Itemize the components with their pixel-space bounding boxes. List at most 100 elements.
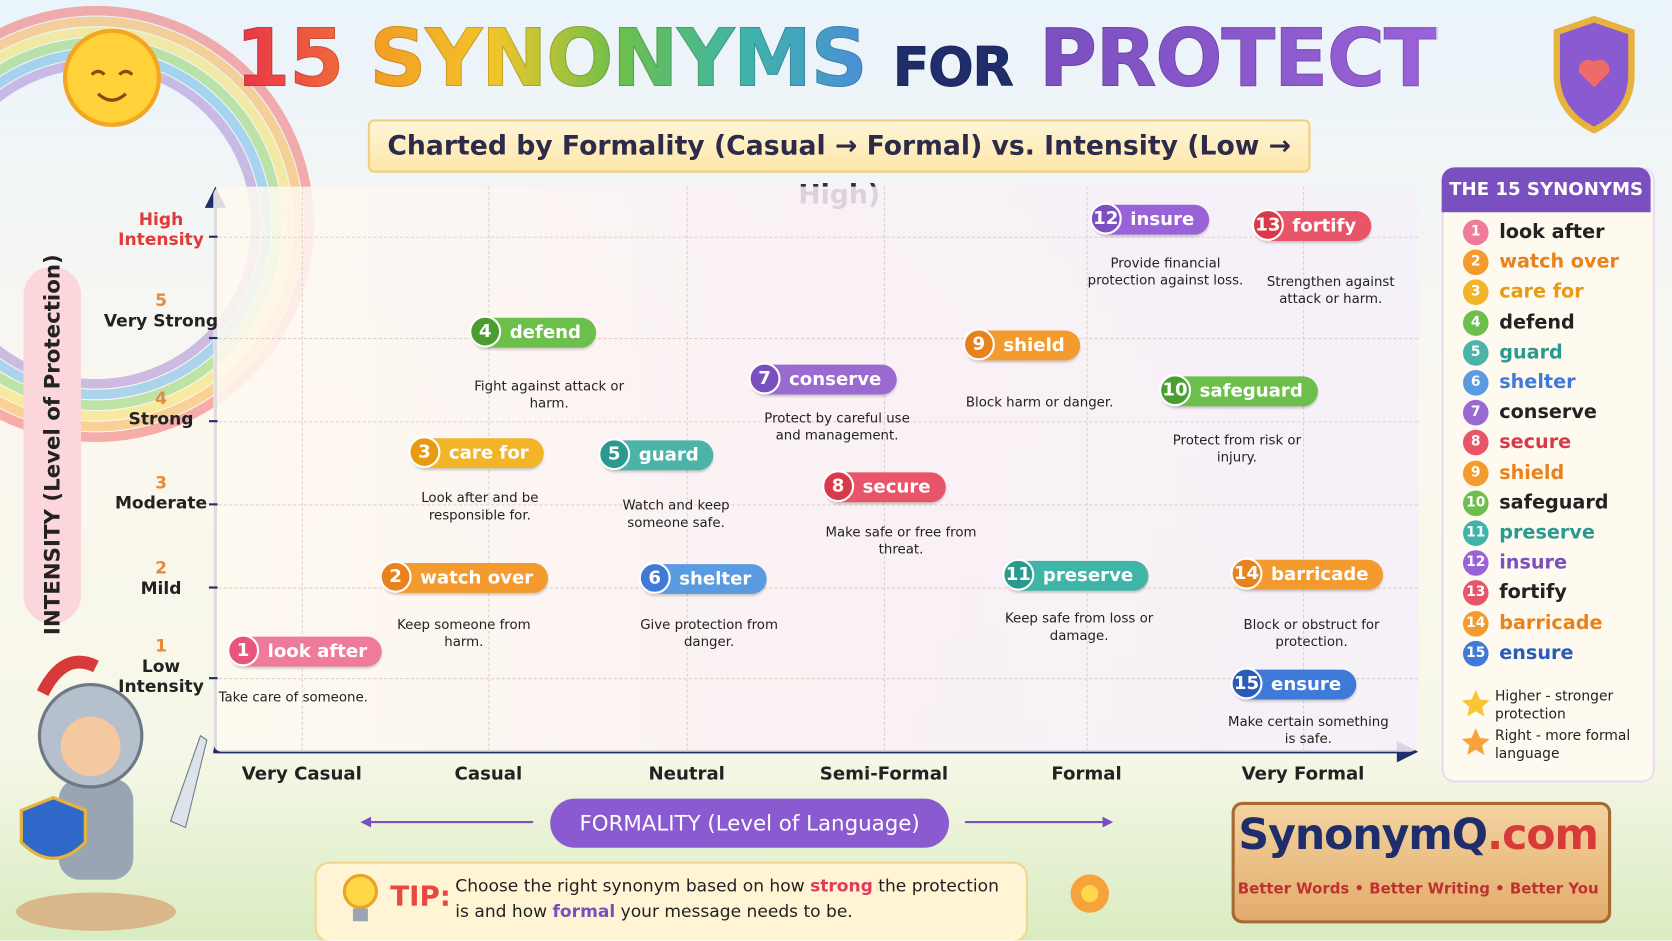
legend-number: 8 [1462,430,1489,456]
x-axis-title: FORMALITY (Level of Language) [550,798,950,848]
title-keyword: PROTECT [1038,12,1438,105]
legend-word: shield [1499,461,1565,484]
legend-word: conserve [1499,401,1597,424]
synonym-description: Provide financial protection against los… [1087,254,1244,288]
synonym-pill: 5 guard [598,438,714,471]
synonym-number: 11 [1002,558,1035,591]
legend-number: 10 [1462,490,1489,516]
legend-entry: 14 barricade [1462,608,1603,638]
legend-number: 12 [1462,550,1489,577]
synonym-description: Block or obstruct for protection. [1243,616,1380,650]
y-tick [208,235,218,238]
bulb-icon [342,873,379,922]
y-level-label: Mild [140,577,182,599]
synonym-number: 6 [638,561,671,594]
grid-line [213,338,1419,340]
synonym-word: care for [448,442,529,464]
x-level: Casual [454,763,523,785]
y-level-number: 4 [155,388,167,409]
synonym-pill: 12 insure [1089,202,1210,235]
synonym-word: safeguard [1199,380,1303,402]
legend-entry: 3 care for [1462,278,1584,308]
legend-entry: 1 look after [1462,218,1605,248]
legend-number: 15 [1462,640,1489,667]
synonym-description: Take care of someone. [218,688,368,705]
legend-entry: 2 watch over [1462,248,1619,278]
synonym-number: 2 [379,560,412,593]
legend-word: insure [1499,551,1568,574]
synonym-pill: 8 secure [822,470,946,503]
y-level: 1 Low Intensity [102,636,219,697]
synonym-pill: 11 preserve [1002,558,1149,591]
legend-word: ensure [1499,641,1574,665]
grid-line [213,587,1419,589]
grid-line [488,186,490,752]
y-axis-title-box [23,266,82,624]
synonym-pill: 4 defend [469,315,596,348]
synonym-pill: 1 look after [227,634,383,667]
x-level: Neutral [648,763,725,785]
synonym-word: preserve [1042,565,1134,587]
synonym-description: Protect from risk or injury. [1172,431,1302,465]
synonym-word: defend [509,322,582,344]
sun [62,28,162,127]
brand-main: SynonymQ [1238,810,1488,860]
brand-domain: .com [1486,810,1599,860]
y-level-number: 5 [155,290,167,311]
tip-highlight: formal [552,901,616,922]
y-level: High Intensity [102,209,219,250]
synonym-description: Make safe or free from threat. [825,523,977,557]
y-level-label: Strong [128,408,194,429]
legend-word: look after [1499,220,1605,244]
synonym-pill: 13 fortify [1251,208,1372,241]
x-level: Formal [1051,763,1122,785]
legend-number: 4 [1462,309,1489,336]
synonym-word: insure [1130,208,1195,231]
legend-number: 5 [1462,339,1489,366]
brand-tagline: Better Words • Better Writing • Better Y… [1237,880,1599,898]
synonym-number: 8 [822,470,855,503]
legend-entry: 12 insure [1462,548,1568,578]
y-tick [208,336,218,340]
synonym-number: 5 [598,438,631,471]
y-tick [208,586,218,589]
synonym-pill: 7 conserve [748,362,897,395]
synonym-word: fortify [1292,215,1357,237]
y-level: 3 Moderate [102,472,219,513]
heart [1578,59,1610,88]
synonym-pill: 3 care for [408,436,544,469]
synonym-word: barricade [1271,564,1369,586]
brand-name: SynonymQ.com [1232,810,1605,859]
legend-number: 13 [1462,580,1489,607]
legend-word: barricade [1499,611,1603,635]
synonym-word: guard [638,444,699,466]
grid-line [883,186,886,752]
synonym-pill: 2 watch over [379,560,549,593]
tip-highlight: strong [810,875,873,896]
synonym-description: Make certain something is safe. [1227,713,1389,747]
legend-word: secure [1499,431,1572,454]
synonym-number: 9 [962,328,995,361]
y-level: 4 Strong [102,388,219,429]
plot-area [213,186,1419,752]
legend-word: care for [1499,280,1584,304]
y-tick [208,677,218,680]
grid-line [213,236,1419,238]
y-level-label: Very Strong [103,310,219,331]
tip-text-part: Choose the right synonym based on how [455,875,811,896]
legend-word: preserve [1499,521,1595,544]
legend-entry: 11 preserve [1462,518,1595,548]
legend-entry: 15 ensure [1462,638,1574,668]
synonym-pill: 9 shield [962,328,1080,361]
grid-line [1303,186,1305,752]
synonym-description: Block harm or danger. [965,393,1114,410]
legend-number: 1 [1462,219,1489,246]
legend-number: 2 [1462,249,1489,276]
legend-word: shelter [1499,371,1576,394]
synonym-word: shelter [679,568,752,590]
tip-text-part: your message needs to be. [615,901,853,922]
synonym-number: 4 [469,315,502,348]
y-level: 2 Mild [102,558,219,599]
